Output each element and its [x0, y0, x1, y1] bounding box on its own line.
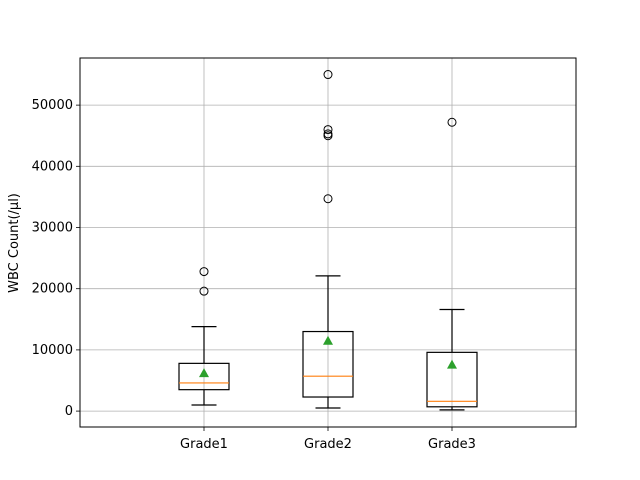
mean-marker	[199, 368, 209, 378]
mean-marker	[447, 359, 457, 369]
y-axis-ticks: 0 10000 20000 30000 40000 50000	[32, 98, 80, 419]
outlier-point	[199, 267, 209, 277]
outlier-point	[447, 117, 457, 127]
iqr-box	[302, 330, 354, 398]
x-tick-label: Grade3	[428, 437, 476, 452]
y-axis-label: WBC Count(/µl)	[7, 193, 22, 293]
outlier-point	[323, 70, 333, 80]
x-axis-ticks: Grade1 Grade2 Grade3	[180, 427, 476, 452]
box-plot-series	[178, 70, 478, 411]
y-tick-label: 50000	[32, 98, 73, 113]
y-tick-label: 20000	[32, 282, 73, 297]
outlier-point	[323, 194, 333, 204]
box-group-grade2	[302, 70, 354, 409]
y-tick-label: 30000	[32, 221, 73, 236]
grid-lines	[80, 58, 576, 427]
iqr-box	[178, 362, 230, 391]
outlier-point	[323, 125, 333, 135]
box-group-grade1	[178, 267, 230, 406]
y-tick-label: 40000	[32, 159, 73, 174]
box-group-grade3	[426, 117, 478, 411]
mean-marker	[323, 335, 333, 345]
x-tick-label: Grade1	[180, 437, 228, 452]
x-tick-label: Grade2	[304, 437, 352, 452]
outlier-point	[323, 129, 333, 139]
y-tick-label: 0	[65, 404, 73, 419]
iqr-box	[426, 351, 478, 408]
outlier-point	[199, 286, 209, 296]
y-tick-label: 10000	[32, 343, 73, 358]
